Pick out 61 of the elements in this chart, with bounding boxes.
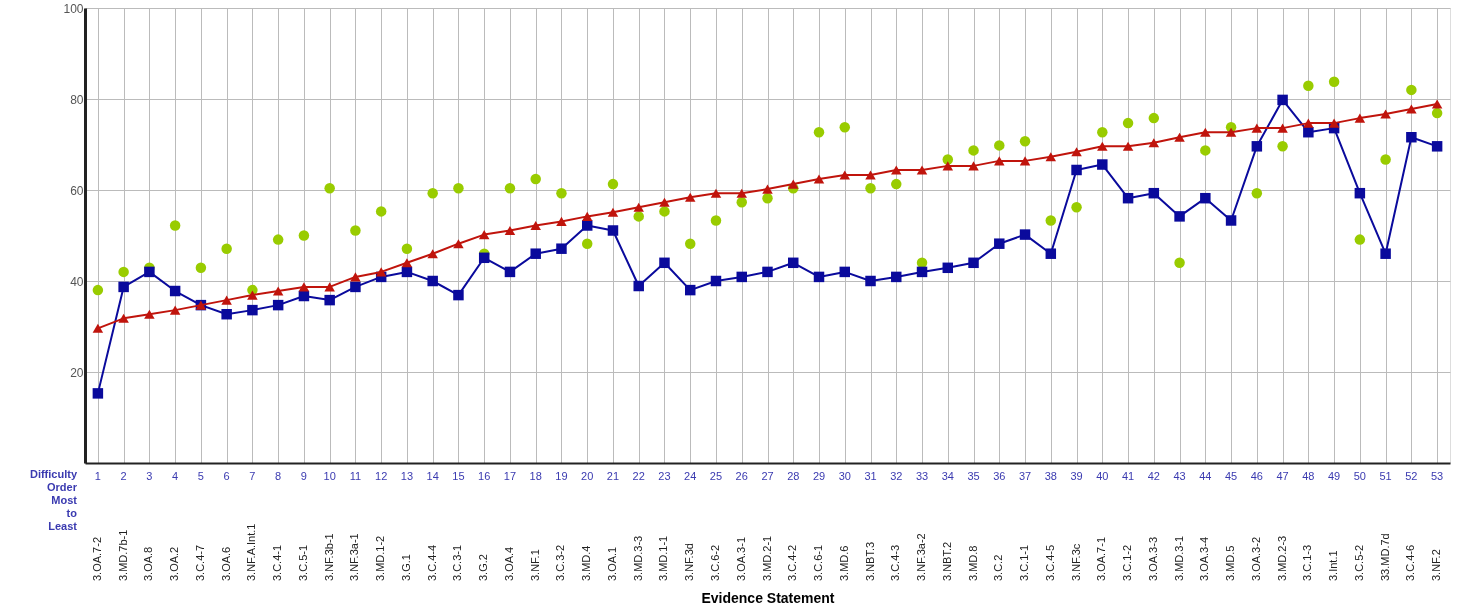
x-tick-label: 3.C.1-1 (1018, 544, 1031, 581)
y-tick-label: 80 (70, 92, 84, 107)
x-tick-label: 3.NF.A.Int.1 (245, 523, 258, 581)
text: 1 2 3 4 5 6 7 8 9 10 11 12 13 14 15 16 17 18 19 20 21 22 23 24 25 26 27 28 29 30 31 32 33 34 35 36 37 38 39 40 41 42 43 44 45 46 47 48 49 50 51 52 53 (94, 470, 1444, 482)
x-tick-label: 3.OA.1 (605, 546, 618, 581)
x-tick-label: 3.NF.3c (1069, 543, 1082, 581)
x-axis-title: Evidence Statement (701, 589, 835, 606)
x-tick-label: 3.C.1-2 (1121, 544, 1134, 581)
x-tick-label: 3.OA.3-2 (1249, 536, 1262, 581)
x-tick-label: 3.C.3-1 (451, 544, 464, 581)
x-tick-label: 3.OA.6 (219, 546, 232, 581)
x-tick-label: 3.NF.3d (683, 543, 696, 581)
x-tick-label: 3.MD.5 (1224, 545, 1237, 581)
x-tick-label: 3.C.4-5 (1043, 544, 1056, 581)
x-tick-label: 3.G.2 (477, 554, 490, 581)
y-tick-label: 100 (63, 1, 84, 16)
x-tick-label: 3.NF.3a-2 (915, 533, 928, 581)
y-tick-label: 60 (70, 183, 84, 198)
y-tick-label: 20 (70, 365, 84, 380)
x-tick-label: 3.C.4-4 (425, 544, 438, 581)
x-tick-label: 3.MD.8 (966, 545, 979, 581)
x-tick-label: 3.OA.3-3 (1146, 536, 1159, 581)
x-tick-label: 3.OA.2 (168, 546, 181, 581)
x-tick-label: 3.MD.2-1 (760, 535, 773, 581)
x-tick-label: 3.NF.1 (528, 549, 541, 581)
x-tick-label: 3.MD.2-3 (1275, 535, 1288, 581)
x-tick-label: 3.C.3-2 (554, 544, 567, 581)
x-tick-label: 3.OA.3-1 (734, 536, 747, 581)
x-tick-label: 3.Int.1 (1327, 550, 1340, 581)
x-tick-label: 3.C.1-3 (1301, 544, 1314, 581)
x-tick-label: 33.MD.7d (1378, 533, 1391, 581)
x-tick-label: 3.NBT.2 (940, 541, 953, 581)
x-tick-label: 3.NF.3a-1 (348, 533, 361, 581)
x-tick-label: 3.MD.3-3 (631, 535, 644, 581)
x-tick-label: 3.MD.4 (580, 545, 593, 581)
x-tick-label: 3.C.6-1 (812, 544, 825, 581)
text: Difficulty Order Most to Least (29, 468, 78, 532)
x-tick-label: 3.C.5-2 (1352, 544, 1365, 581)
x-tick-label: 3.C.4-6 (1404, 544, 1417, 581)
x-tick-label: 3.C.6-2 (708, 544, 721, 581)
x-tick-label: 3.OA.7-2 (90, 536, 103, 581)
x-tick-label: 3.C.4-3 (889, 544, 902, 581)
x-tick-label: 3.MD.1-1 (657, 535, 670, 581)
x-tick-label: 3.OA.8 (142, 546, 155, 581)
x-tick-label: 3.MD.6 (837, 545, 850, 581)
x-tick-label: 3.NBT.3 (863, 541, 876, 581)
x-tick-label: 3.OA.4 (502, 546, 515, 581)
y-tick-label: 40 (70, 274, 84, 289)
x-tick-label: 3.OA.3-4 (1198, 536, 1211, 581)
x-tick-label: 3.MD.1-2 (374, 535, 387, 581)
x-tick-label: 3.OA.7-1 (1095, 536, 1108, 581)
x-tick-label: 3.C.2 (992, 554, 1005, 581)
x-tick-label: 3.C.4-2 (786, 544, 799, 581)
x-tick-label: 3.C.4-7 (193, 544, 206, 581)
x-tick-label: 3.C.4-1 (271, 544, 284, 581)
x-tick-label: 3.C.5-1 (296, 544, 309, 581)
x-tick-label: 3.NF.2 (1430, 549, 1443, 581)
x-tick-label: 3.G.1 (399, 554, 412, 581)
x-tick-label: 3.NF.3b-1 (322, 533, 335, 581)
x-tick-label: 3.MD.7b-1 (116, 529, 129, 581)
x-tick-label: 3.MD.3-1 (1172, 535, 1185, 581)
